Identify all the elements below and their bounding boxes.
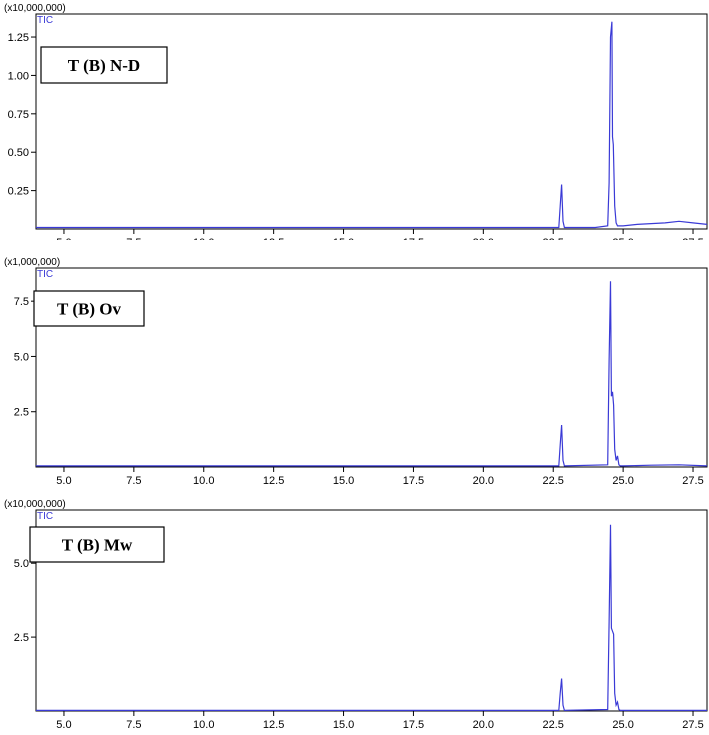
scale-label: (x10,000,000) xyxy=(4,3,66,14)
x-tick-label: 10.0 xyxy=(193,475,214,487)
sample-label: T (B) Mw xyxy=(62,536,133,555)
y-tick-label: 1.25 xyxy=(8,32,29,44)
x-tick-label: 10.0 xyxy=(193,237,214,240)
x-tick-label: 7.5 xyxy=(126,719,141,731)
x-tick-label: 12.5 xyxy=(263,719,284,731)
tic-trace xyxy=(36,281,708,467)
x-tick-label: 22.5 xyxy=(543,719,564,731)
x-tick-label: 22.5 xyxy=(543,237,564,240)
x-tick-label: 27.5 xyxy=(682,475,703,487)
y-tick-label: 2.5 xyxy=(14,632,29,644)
plot-frame xyxy=(35,267,708,468)
x-tick-label: 17.5 xyxy=(403,719,424,731)
x-tick-label: 22.5 xyxy=(543,475,564,487)
x-tick-label: 17.5 xyxy=(403,475,424,487)
x-tick-label: 15.0 xyxy=(333,719,354,731)
chromatogram-panel-3: (x10,000,000)TIC 5.0 7.5 10.0 12.5 15.0 17.5 20… xyxy=(4,499,708,731)
x-tick-label: 5.0 xyxy=(56,719,71,731)
series-label: TIC xyxy=(37,511,53,522)
tic-trace xyxy=(36,21,708,229)
y-tick-label: 0.50 xyxy=(8,147,29,159)
x-tick-label: 7.5 xyxy=(126,237,141,240)
series-label: TIC xyxy=(37,15,53,26)
y-tick-label: 0.25 xyxy=(8,186,29,198)
x-tick-label: 25.0 xyxy=(612,475,633,487)
x-tick-label: 27.5 xyxy=(682,237,703,240)
x-tick-label: 15.0 xyxy=(333,237,354,240)
x-tick-label: 12.5 xyxy=(263,237,284,240)
x-tick-label: 20.0 xyxy=(473,475,494,487)
x-tick-label: 25.0 xyxy=(612,237,633,240)
sample-label: T (B) N-D xyxy=(68,56,140,75)
x-tick-label: 20.0 xyxy=(473,719,494,731)
x-tick-label: 10.0 xyxy=(193,719,214,731)
series-label: TIC xyxy=(37,269,53,280)
y-tick-label: 1.00 xyxy=(8,70,29,82)
x-tick-label: 15.0 xyxy=(333,475,354,487)
x-tick-label: 5.0 xyxy=(56,475,71,487)
x-tick-label: 27.5 xyxy=(682,719,703,731)
x-tick-label: 17.5 xyxy=(403,237,424,240)
x-tick-label: 12.5 xyxy=(263,475,284,487)
y-tick-label: 0.75 xyxy=(8,109,29,121)
sample-label: T (B) Ov xyxy=(57,300,121,319)
scale-label: (x10,000,000) xyxy=(4,499,66,510)
scale-label: (x1,000,000) xyxy=(4,257,60,268)
plot-frame xyxy=(35,13,708,230)
y-tick-label: 2.5 xyxy=(14,407,29,419)
sample-label-box xyxy=(33,290,145,327)
tic-trace xyxy=(36,524,707,712)
y-tick-label: 7.5 xyxy=(14,296,29,308)
x-tick-label: 25.0 xyxy=(612,719,633,731)
y-tick-label: 5.0 xyxy=(14,351,29,363)
sample-label-box xyxy=(29,526,165,563)
chromatogram-panel-2: (x1,000,000)TIC 5.0 7.5 10.0 12.5 15.0 17.5 20.… xyxy=(4,257,708,487)
sample-label-box xyxy=(40,46,168,84)
chromatogram-panel-1: (x10,000,000)TIC 5.0 7.5 10.0 12.5 15.0 17.5 20… xyxy=(4,3,708,240)
y-tick-label: 5.0 xyxy=(14,558,29,570)
x-tick-label: 5.0 xyxy=(56,237,71,240)
x-tick-label: 7.5 xyxy=(126,475,141,487)
x-tick-label: 20.0 xyxy=(473,237,494,240)
